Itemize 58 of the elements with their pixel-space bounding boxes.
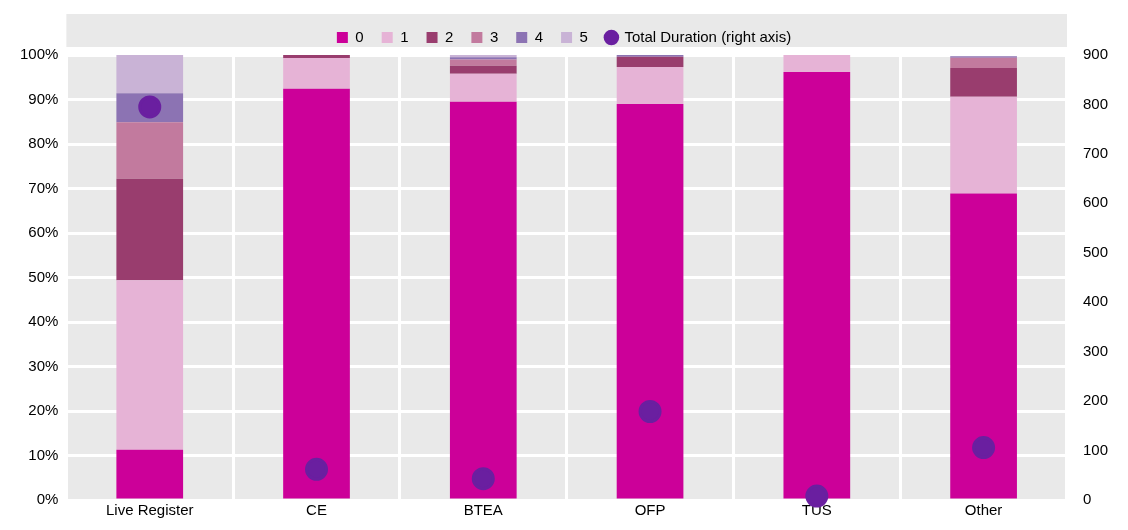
- y-tick-label: 10%: [28, 445, 59, 463]
- y-tick-label: 70%: [28, 178, 59, 196]
- bar: [116, 449, 184, 499]
- y2-tick-label: 200: [1082, 391, 1108, 409]
- y-tick-label: 20%: [28, 401, 59, 419]
- point: [471, 467, 495, 491]
- x-tick-label: Live Register: [105, 501, 194, 519]
- y-tick-label: 30%: [28, 356, 59, 374]
- x-tick-label: OFP: [634, 501, 666, 519]
- bar: [449, 73, 517, 102]
- bar: [616, 67, 684, 104]
- bar: [783, 55, 851, 72]
- legend-label: 3: [489, 27, 499, 45]
- bar: [783, 71, 851, 499]
- bar: [950, 96, 1017, 194]
- y-tick-label: 50%: [28, 267, 59, 285]
- bar: [116, 122, 184, 179]
- y-tick-label: 40%: [28, 312, 59, 330]
- bar: [116, 178, 184, 281]
- x-tick-label: BTEA: [463, 501, 503, 519]
- point: [638, 399, 662, 423]
- y2-tick-label: 600: [1082, 193, 1108, 211]
- bar: [950, 67, 1017, 97]
- y2-tick-label: 0: [1082, 490, 1092, 508]
- y2-tick-label: 800: [1082, 94, 1108, 112]
- legend-label: 4: [534, 27, 544, 45]
- legend-label: 2: [445, 27, 454, 45]
- y2-tick-label: 700: [1082, 144, 1108, 162]
- y-tick-label: 60%: [28, 223, 59, 241]
- point: [305, 457, 329, 481]
- bar: [616, 103, 684, 499]
- y2-tick-label: 100: [1082, 440, 1108, 458]
- bar: [449, 65, 517, 74]
- legend-label: Total Duration (right axis): [624, 27, 792, 45]
- y2-tick-label: 400: [1082, 292, 1108, 310]
- bar: [283, 58, 350, 89]
- y-tick-label: 100%: [19, 45, 59, 63]
- legend-label: 1: [400, 27, 409, 45]
- y-tick-label: 0%: [36, 490, 59, 508]
- point: [972, 436, 996, 460]
- bar: [116, 55, 184, 94]
- bar: [283, 88, 350, 499]
- bar: [449, 59, 517, 66]
- y-tick-label: 80%: [28, 134, 59, 152]
- bar: [116, 280, 184, 450]
- bar: [449, 101, 517, 499]
- y-tick-label: 90%: [28, 89, 59, 107]
- bar: [950, 57, 1017, 68]
- bar: [950, 193, 1017, 499]
- y2-tick-label: 300: [1082, 341, 1108, 359]
- y2-tick-label: 900: [1082, 45, 1108, 63]
- x-tick-label: Other: [964, 501, 1003, 519]
- bar: [616, 56, 684, 68]
- legend-label: 5: [579, 27, 588, 45]
- y2-tick-label: 500: [1082, 242, 1108, 260]
- legend-label: 0: [355, 27, 364, 45]
- bar: [283, 55, 350, 59]
- x-tick-label: CE: [306, 501, 327, 519]
